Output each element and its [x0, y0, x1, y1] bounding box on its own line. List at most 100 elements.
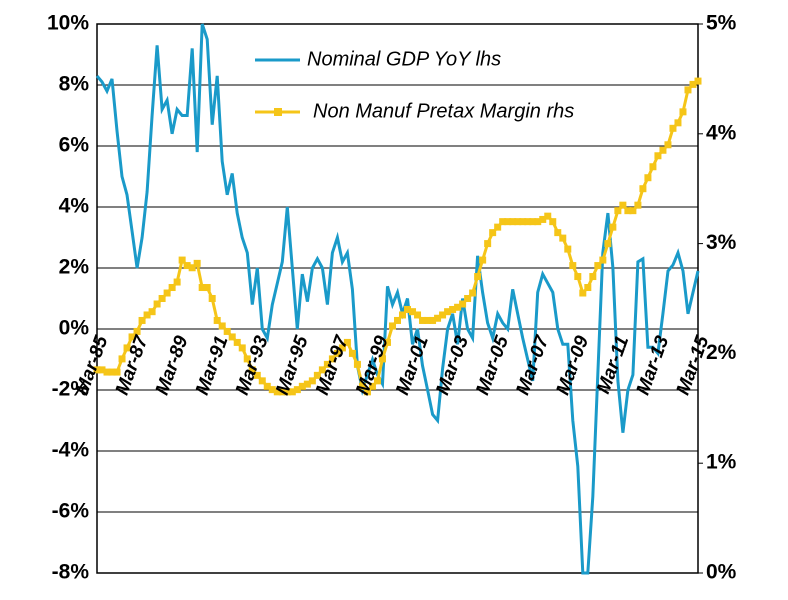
marker: [549, 218, 557, 226]
marker: [444, 308, 452, 316]
marker: [133, 327, 141, 335]
marker: [368, 382, 376, 390]
marker: [469, 289, 477, 297]
x-tick-label: Mar-91: [192, 333, 233, 398]
marker: [409, 308, 417, 316]
marker: [594, 262, 602, 270]
marker: [644, 174, 652, 182]
marker: [333, 349, 341, 357]
y-tick-label: -4%: [52, 439, 90, 462]
marker: [454, 303, 462, 311]
y2-tick-label: 5%: [706, 12, 737, 35]
y-tick-label: 10%: [47, 12, 89, 35]
marker: [163, 289, 171, 297]
marker: [439, 311, 447, 319]
marker: [183, 262, 191, 270]
marker: [188, 264, 196, 272]
x-tick-label: Mar-03: [432, 333, 473, 398]
marker: [358, 382, 366, 390]
marker: [223, 327, 231, 335]
marker: [589, 273, 597, 281]
marker: [378, 355, 386, 363]
marker: [263, 382, 271, 390]
x-tick-label: Mar-15: [673, 333, 714, 398]
y-tick-label: 2%: [59, 256, 90, 279]
marker: [604, 240, 612, 248]
x-tick-label: Mar-97: [312, 332, 353, 398]
marker: [519, 218, 527, 226]
marker: [459, 300, 467, 308]
marker: [489, 229, 497, 237]
marker: [499, 218, 507, 226]
marker: [569, 262, 577, 270]
marker: [419, 316, 427, 324]
marker: [634, 201, 642, 209]
y2-tick-label: 3%: [706, 231, 737, 254]
y-tick-label: 0%: [59, 317, 90, 340]
marker: [298, 382, 306, 390]
marker: [98, 366, 106, 374]
marker: [118, 355, 126, 363]
marker: [449, 305, 457, 313]
x-tick-label: Mar-85: [72, 333, 113, 398]
marker: [313, 371, 321, 379]
marker: [614, 207, 622, 215]
marker: [414, 311, 422, 319]
marker: [173, 278, 181, 286]
marker: [464, 295, 472, 302]
marker: [684, 86, 692, 94]
marker: [579, 289, 587, 297]
marker: [679, 108, 687, 116]
marker: [303, 380, 311, 388]
marker: [93, 366, 101, 374]
marker: [509, 218, 517, 226]
marker: [474, 273, 482, 281]
marker: [168, 284, 176, 292]
marker: [694, 77, 702, 85]
marker: [373, 377, 381, 385]
y2-tick-label: 2%: [706, 341, 737, 364]
marker: [318, 366, 326, 374]
marker: [103, 368, 111, 376]
marker: [559, 234, 567, 242]
marker: [514, 218, 522, 226]
y-tick-label: 6%: [59, 134, 90, 157]
y-tick-label: -8%: [52, 561, 90, 584]
marker: [233, 338, 241, 346]
legend-label: Nominal GDP YoY lhs: [307, 48, 501, 70]
marker: [193, 259, 201, 267]
marker: [434, 314, 442, 322]
marker: [564, 245, 572, 253]
y-tick-label: 4%: [59, 195, 90, 218]
marker: [479, 256, 487, 264]
marker: [504, 218, 512, 226]
x-tick-label: Mar-89: [152, 333, 193, 398]
y-tick-label: -2%: [52, 378, 90, 401]
marker: [208, 295, 216, 302]
marker: [659, 146, 667, 154]
marker: [308, 377, 316, 385]
marker: [323, 360, 331, 368]
marker: [108, 368, 116, 376]
marker: [213, 316, 221, 324]
marker: [529, 218, 537, 226]
marker: [238, 344, 246, 352]
marker: [544, 212, 552, 220]
marker: [424, 316, 432, 324]
marker: [148, 308, 156, 316]
x-tick-label: Mar-05: [472, 333, 513, 398]
marker: [484, 240, 492, 248]
marker: [429, 316, 437, 324]
marker: [609, 223, 617, 231]
marker: [113, 368, 121, 376]
marker: [203, 284, 211, 292]
marker: [268, 386, 276, 394]
y2-tick-label: 0%: [706, 561, 737, 584]
marker: [338, 344, 346, 352]
marker: [399, 311, 407, 319]
marker: [494, 223, 502, 231]
marker: [278, 388, 286, 396]
marker: [404, 305, 412, 313]
marker: [363, 388, 371, 396]
